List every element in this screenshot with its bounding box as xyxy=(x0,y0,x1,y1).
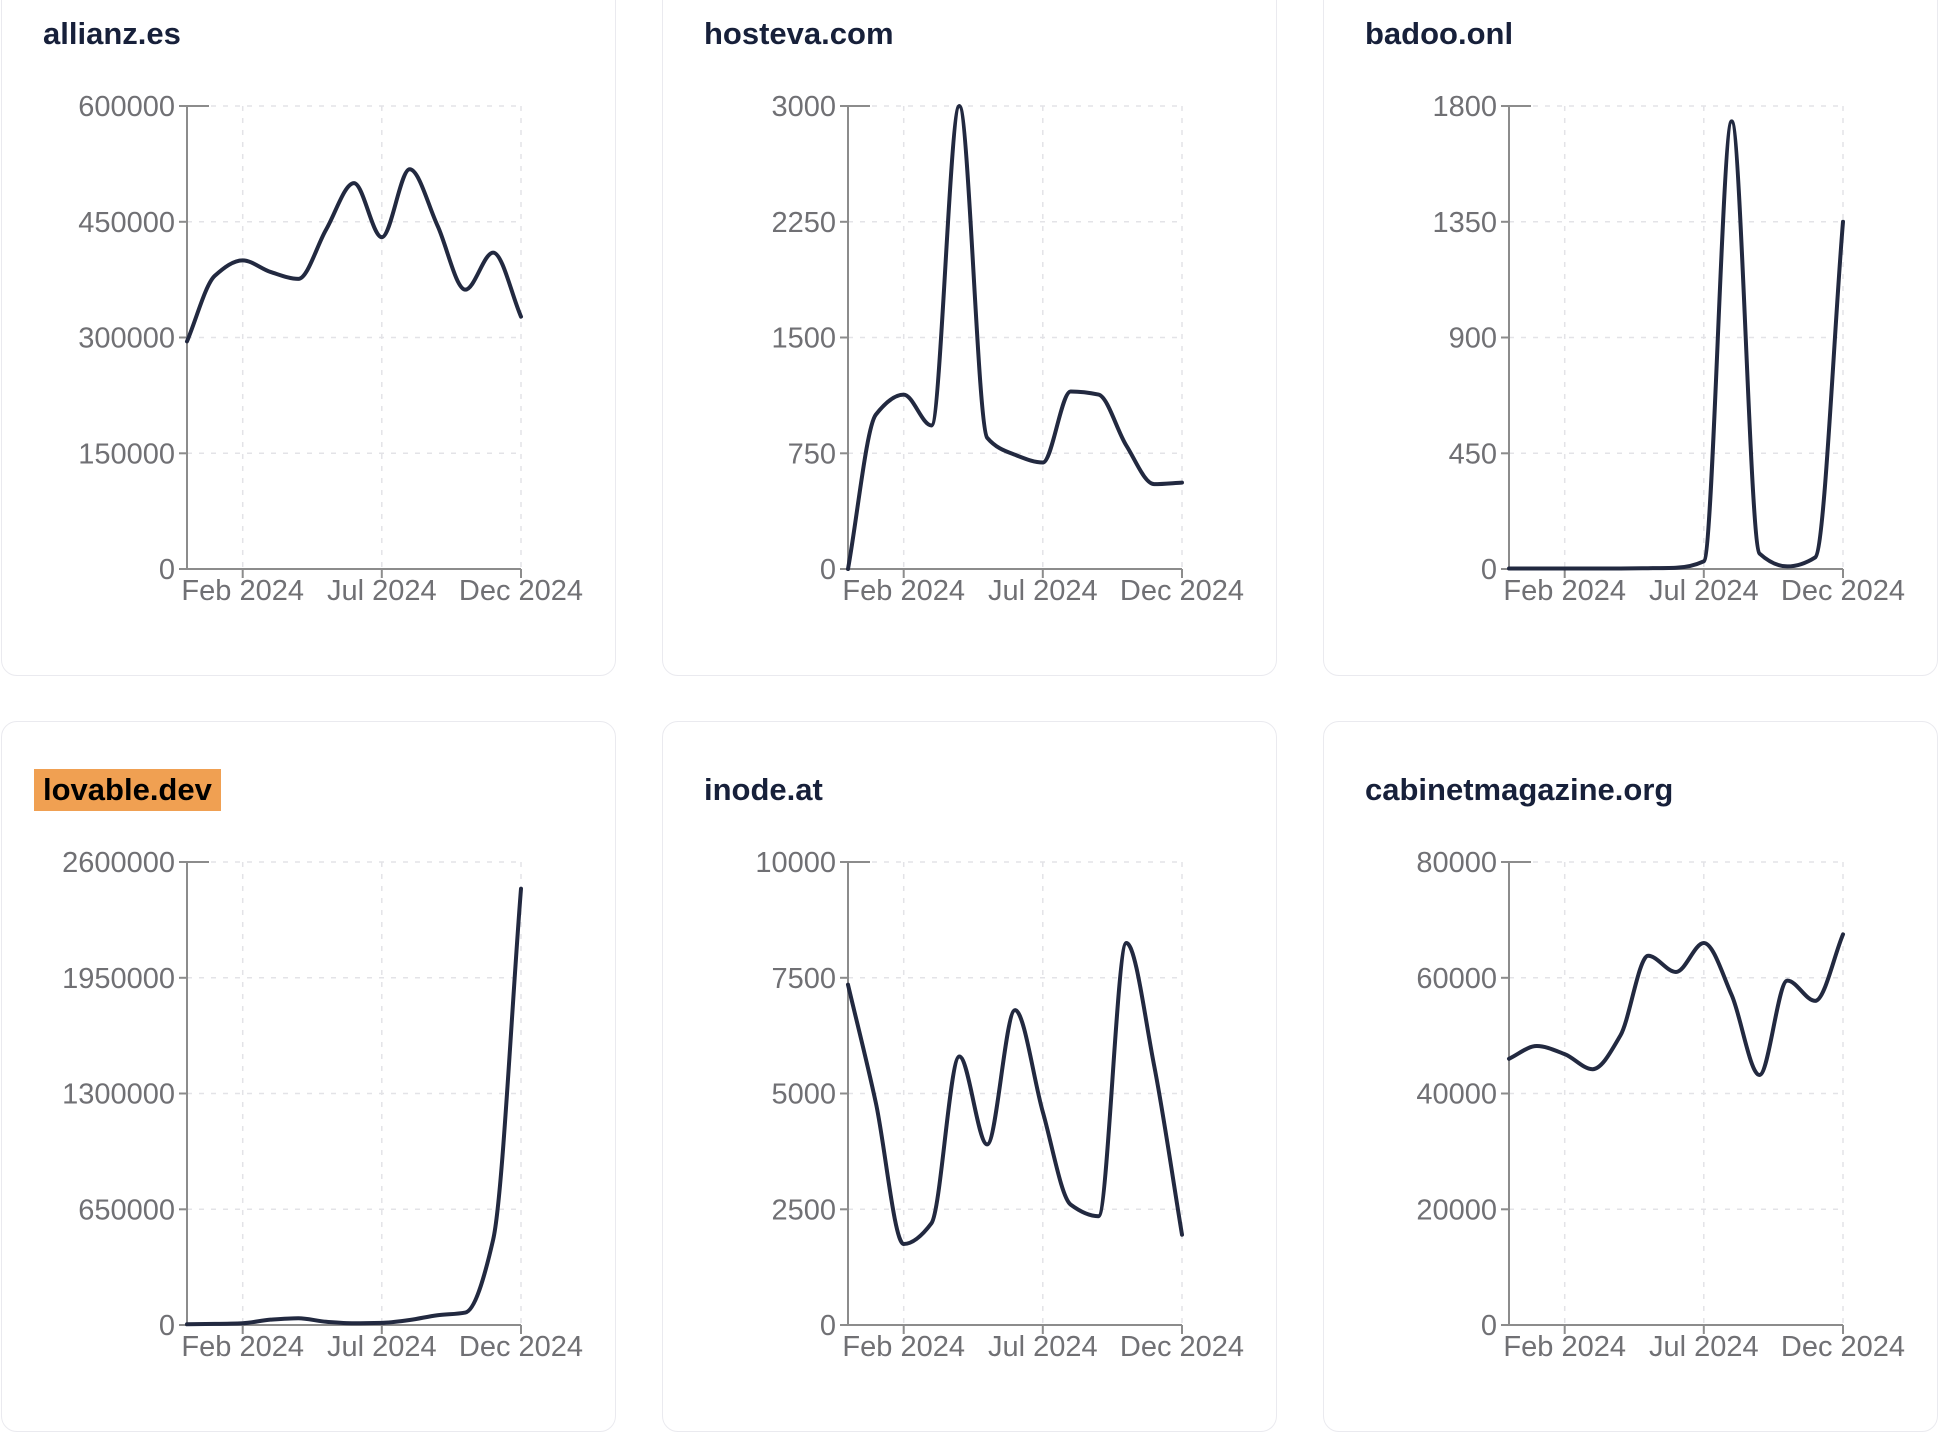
svg-text:0: 0 xyxy=(1481,554,1497,586)
svg-text:750: 750 xyxy=(788,438,836,470)
svg-text:2600000: 2600000 xyxy=(62,847,175,879)
svg-text:300000: 300000 xyxy=(78,323,175,355)
traffic-line-chart: 0 150000 300000 450000 600000 Feb 2024 Jul 202… xyxy=(78,91,583,607)
svg-text:1500: 1500 xyxy=(771,323,836,355)
svg-text:Dec 2024: Dec 2024 xyxy=(1781,1331,1905,1363)
traffic-line-chart: 0 450 900 1350 1800 Feb 2024 Jul 2024 Dec 2024 xyxy=(1432,91,1905,607)
svg-text:Feb 2024: Feb 2024 xyxy=(1503,1331,1626,1363)
svg-text:0: 0 xyxy=(159,1310,175,1342)
svg-text:0: 0 xyxy=(1481,1310,1497,1342)
svg-text:450000: 450000 xyxy=(78,207,175,239)
svg-text:Jul 2024: Jul 2024 xyxy=(327,575,437,607)
domain-title: cabinetmagazine.org xyxy=(1365,772,1674,807)
svg-text:650000: 650000 xyxy=(78,1194,175,1226)
traffic-line-chart: 0 20000 40000 60000 80000 Feb 2024 Jul 2024 Dec… xyxy=(1416,847,1905,1363)
svg-text:40000: 40000 xyxy=(1416,1079,1497,1111)
svg-text:Feb 2024: Feb 2024 xyxy=(1503,575,1626,607)
svg-text:Jul 2024: Jul 2024 xyxy=(1649,1331,1759,1363)
svg-text:Jul 2024: Jul 2024 xyxy=(327,1331,437,1363)
svg-text:Dec 2024: Dec 2024 xyxy=(1120,575,1244,607)
svg-text:1300000: 1300000 xyxy=(62,1079,175,1111)
svg-text:Dec 2024: Dec 2024 xyxy=(459,575,583,607)
svg-text:2250: 2250 xyxy=(771,207,836,239)
svg-text:80000: 80000 xyxy=(1416,847,1497,879)
svg-text:Dec 2024: Dec 2024 xyxy=(459,1331,583,1363)
traffic-line-chart: 0 650000 1300000 1950000 2600000 Feb 2024 Jul … xyxy=(62,847,583,1363)
svg-text:60000: 60000 xyxy=(1416,963,1497,995)
svg-text:7500: 7500 xyxy=(771,963,836,995)
svg-text:900: 900 xyxy=(1449,323,1497,355)
traffic-line-chart: 0 2500 5000 7500 10000 Feb 2024 Jul 2024 Dec 20… xyxy=(755,847,1244,1363)
svg-text:5000: 5000 xyxy=(771,1079,836,1111)
svg-text:0: 0 xyxy=(159,554,175,586)
svg-text:Feb 2024: Feb 2024 xyxy=(181,1331,304,1363)
domain-chart-card: inode.at 0 2500 5000 7500 10000 Feb 2024 Jul 2… xyxy=(662,721,1277,1432)
svg-text:20000: 20000 xyxy=(1416,1194,1497,1226)
svg-text:Jul 2024: Jul 2024 xyxy=(1649,575,1759,607)
svg-text:Feb 2024: Feb 2024 xyxy=(842,1331,965,1363)
svg-text:Feb 2024: Feb 2024 xyxy=(842,575,965,607)
domain-title: badoo.onl xyxy=(1365,16,1514,51)
domain-chart-card: lovable.dev 0 650000 1300000 1950000 2600000… xyxy=(1,721,616,1432)
domain-chart-card: hosteva.com 0 750 1500 2250 3000 Feb 2024 Jul … xyxy=(662,0,1277,676)
traffic-line-chart: 0 750 1500 2250 3000 Feb 2024 Jul 2024 Dec 2024 xyxy=(771,91,1244,607)
svg-text:Dec 2024: Dec 2024 xyxy=(1120,1331,1244,1363)
svg-text:2500: 2500 xyxy=(771,1194,836,1226)
domain-title: allianz.es xyxy=(43,16,181,51)
svg-text:0: 0 xyxy=(820,1310,836,1342)
svg-text:0: 0 xyxy=(820,554,836,586)
svg-text:150000: 150000 xyxy=(78,438,175,470)
svg-text:Jul 2024: Jul 2024 xyxy=(988,1331,1098,1363)
svg-text:450: 450 xyxy=(1449,438,1497,470)
domain-chart-card: allianz.es 0 150000 300000 450000 600000 Feb … xyxy=(1,0,616,676)
domain-chart-card: cabinetmagazine.org 0 20000 40000 60000 8000… xyxy=(1323,721,1938,1432)
svg-text:Jul 2024: Jul 2024 xyxy=(988,575,1098,607)
domain-title: inode.at xyxy=(704,772,823,807)
domain-chart-card: badoo.onl 0 450 900 1350 1800 Feb 2024 Jul 202… xyxy=(1323,0,1938,676)
svg-text:600000: 600000 xyxy=(78,91,175,123)
svg-text:10000: 10000 xyxy=(755,847,836,879)
svg-text:Dec 2024: Dec 2024 xyxy=(1781,575,1905,607)
svg-text:1800: 1800 xyxy=(1432,91,1497,123)
domain-title: hosteva.com xyxy=(704,16,894,51)
domain-title-highlighted: lovable.dev xyxy=(34,769,221,811)
svg-text:3000: 3000 xyxy=(771,91,836,123)
svg-text:1350: 1350 xyxy=(1432,207,1497,239)
svg-text:1950000: 1950000 xyxy=(62,963,175,995)
svg-text:Feb 2024: Feb 2024 xyxy=(181,575,304,607)
